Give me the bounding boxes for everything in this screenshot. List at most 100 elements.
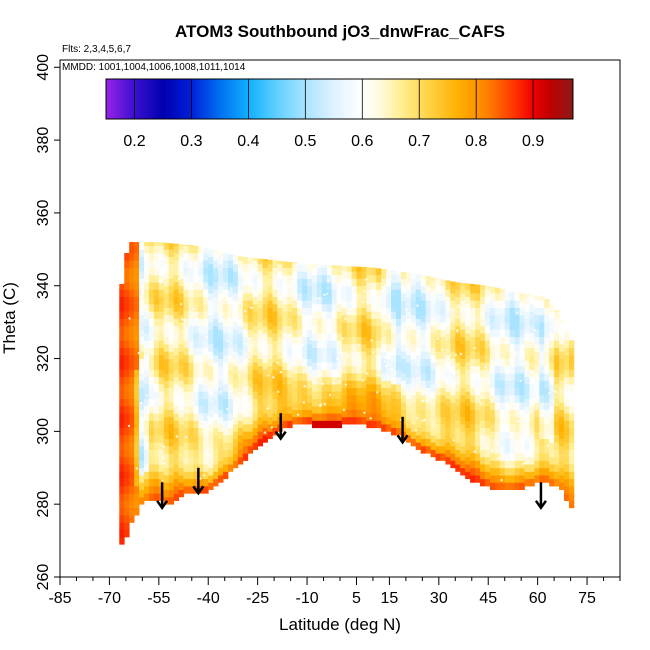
heatmap-cell — [415, 420, 422, 429]
heatmap-cell — [262, 325, 268, 334]
heatmap-cell — [381, 365, 387, 374]
heatmap-cell — [326, 354, 333, 363]
heatmap-cell — [440, 394, 446, 403]
heatmap-cell — [119, 362, 125, 370]
heatmap-cell — [445, 354, 451, 363]
heatmap-cell — [139, 475, 145, 483]
heatmap-cell — [223, 260, 229, 268]
heatmap-cell — [489, 460, 496, 469]
heatmap-cell — [465, 405, 471, 414]
heatmap-cell — [163, 278, 170, 287]
heatmap-cell — [366, 420, 372, 429]
heatmap-cell — [297, 263, 303, 265]
heatmap-cell — [292, 263, 298, 272]
heatmap-cell — [287, 420, 293, 429]
heatmap-cell — [519, 475, 525, 483]
heatmap-cell — [183, 252, 189, 261]
heatmap-cell — [499, 373, 506, 381]
heatmap-cell — [504, 314, 511, 323]
heatmap-cell — [460, 365, 466, 374]
heatmap-cell — [346, 336, 352, 345]
heatmap-cell — [346, 365, 352, 374]
track-dot — [183, 319, 187, 322]
heatmap-cell — [499, 365, 506, 374]
track-dot — [546, 421, 549, 425]
heatmap-cell — [144, 471, 150, 480]
heatmap-cell — [405, 405, 412, 414]
heatmap-cell — [148, 376, 155, 385]
heatmap-cell — [321, 413, 328, 421]
heatmap-cell — [158, 405, 165, 414]
heatmap-cell — [371, 405, 377, 414]
heatmap-cell — [346, 358, 352, 367]
heatmap-cell — [435, 278, 441, 287]
heatmap-cell — [158, 303, 165, 312]
heatmap-cell — [549, 347, 555, 356]
heatmap-cell — [292, 300, 298, 308]
heatmap-cell — [173, 311, 179, 319]
heatmap-cell — [420, 409, 427, 418]
heatmap-cell — [475, 285, 481, 294]
heatmap-cell — [509, 373, 515, 381]
heatmap-cell — [425, 438, 431, 447]
heatmap-cell — [257, 322, 263, 330]
heatmap-cell — [178, 244, 184, 250]
heatmap-cell — [307, 402, 313, 410]
heatmap-cell — [435, 293, 441, 301]
heatmap-cell — [158, 369, 165, 378]
heatmap-cell — [381, 293, 387, 301]
heatmap-cell — [262, 354, 268, 363]
heatmap-cell — [203, 267, 209, 276]
heatmap-cell — [282, 405, 288, 414]
heatmap-cell — [193, 318, 199, 327]
heatmap-cell — [252, 333, 259, 341]
heatmap-cell — [228, 449, 234, 458]
heatmap-cell — [183, 340, 189, 349]
track-dot — [179, 398, 182, 402]
heatmap-cell — [158, 347, 165, 356]
heatmap-cell — [188, 384, 194, 392]
heatmap-cell — [168, 343, 175, 352]
heatmap-cell — [361, 300, 367, 308]
heatmap-cell — [228, 311, 234, 319]
heatmap-cell — [237, 427, 244, 436]
heatmap-cell — [307, 358, 313, 367]
heatmap-cell — [445, 413, 451, 421]
heatmap-cell — [208, 256, 214, 265]
heatmap-cell — [544, 409, 550, 418]
heatmap-cell — [178, 263, 184, 272]
heatmap-cell — [509, 300, 515, 308]
heatmap-cell — [480, 398, 486, 407]
heatmap-cell — [455, 340, 461, 349]
heatmap-cell — [257, 263, 263, 272]
heatmap-cell — [287, 274, 293, 283]
heatmap-cell — [321, 274, 328, 283]
heatmap-cell — [440, 380, 446, 389]
heatmap-cell — [188, 260, 194, 268]
heatmap-cell — [208, 300, 214, 308]
heatmap-cell — [297, 322, 303, 330]
heatmap-cell — [144, 252, 150, 261]
track-dot — [330, 276, 334, 279]
heatmap-cell — [297, 358, 303, 367]
heatmap-cell — [391, 333, 397, 341]
heatmap-cell — [425, 276, 431, 279]
heatmap-cell — [415, 427, 422, 436]
track-dot — [473, 450, 476, 453]
heatmap-cell — [549, 442, 555, 450]
heatmap-cell — [435, 373, 441, 381]
heatmap-cell — [262, 405, 268, 414]
heatmap-cell — [346, 409, 352, 418]
heatmap-cell — [554, 391, 560, 399]
heatmap-cell — [119, 325, 125, 334]
heatmap-cell — [336, 362, 343, 370]
heatmap-cell — [549, 304, 555, 312]
heatmap-cell — [193, 464, 199, 472]
heatmap-cell — [139, 307, 145, 316]
heatmap-cell — [346, 351, 352, 359]
heatmap-cell — [124, 274, 130, 283]
heatmap-cell — [336, 376, 343, 385]
heatmap-cell — [484, 435, 491, 443]
heatmap-cell — [134, 485, 140, 494]
heatmap-cell — [509, 453, 515, 461]
